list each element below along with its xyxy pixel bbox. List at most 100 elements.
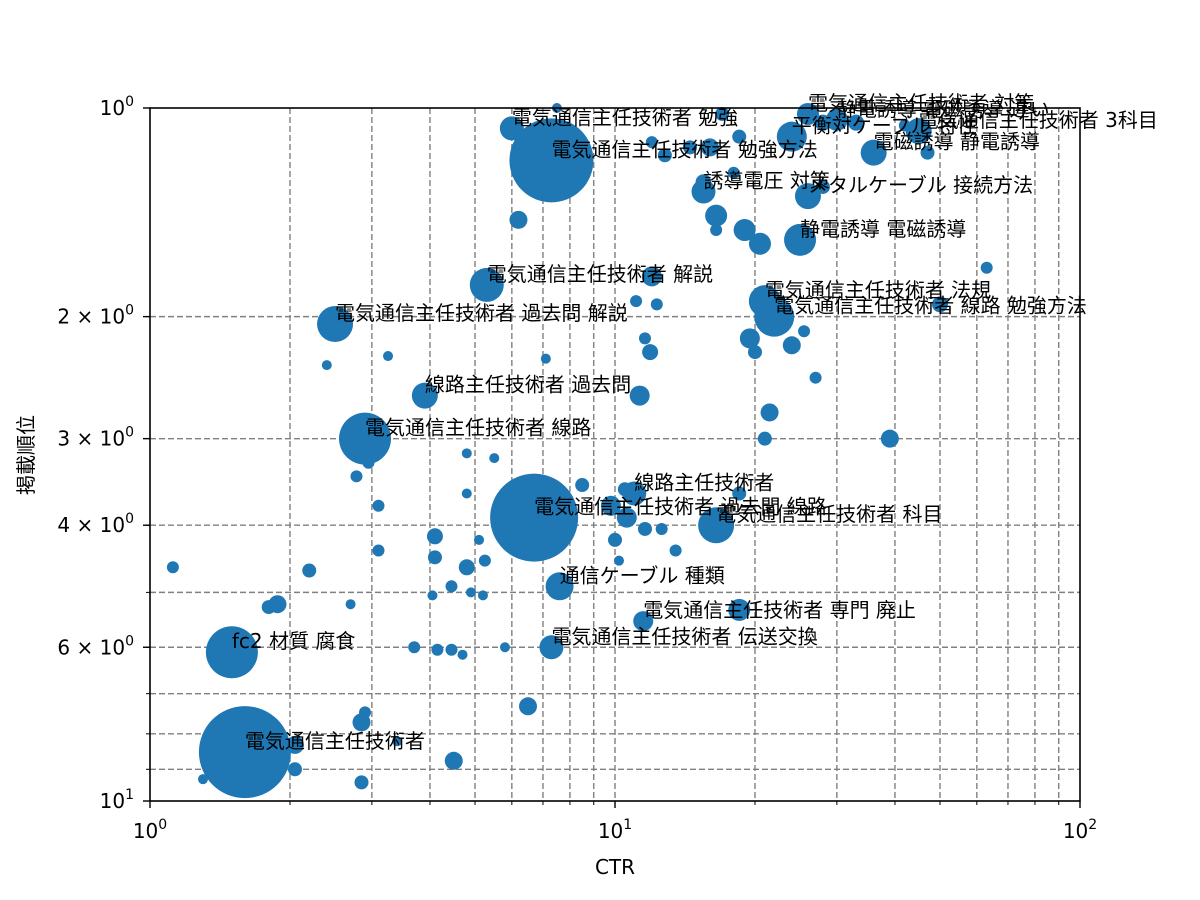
labeled-data-point [205, 626, 258, 679]
point-label: 電気通信主任技術者 線路 [365, 416, 591, 440]
point-label: 線路主任技術者 過去問 [425, 373, 631, 397]
data-point [287, 762, 302, 777]
data-point [772, 295, 785, 308]
data-point [359, 706, 372, 719]
y-tick-label: 101 [100, 787, 134, 813]
data-point [814, 114, 831, 131]
data-point [166, 561, 179, 574]
data-point [445, 643, 458, 656]
data-point [600, 495, 621, 516]
data-point [747, 345, 762, 360]
labeled-data-point [633, 611, 654, 632]
data-point [431, 643, 444, 656]
point-label: 電気通信主任技術者 伝送交換 [551, 624, 817, 648]
axis-ticks: 100 101 102 100 2 × 100 3 × 100 4 × 100 6 × 100… [57, 94, 1097, 843]
y-tick-label: 4 × 100 [57, 511, 134, 537]
data-point [700, 138, 719, 157]
labeled-data-point [509, 118, 594, 203]
point-label: 電気通信主任技術者 専門 廃止 [643, 598, 916, 622]
labeled-data-point [794, 183, 821, 210]
data-point [383, 351, 394, 362]
point-label: 電気通信主任技術者 法規 [765, 278, 991, 302]
data-point [920, 145, 935, 160]
labeled-data-point [539, 635, 564, 660]
data-points [166, 102, 993, 799]
data-point [732, 486, 747, 501]
data-point [474, 534, 485, 545]
data-point [426, 528, 443, 545]
data-point [461, 448, 472, 459]
point-label: 通信ケーブル 種類 [560, 563, 725, 587]
data-point [760, 403, 779, 422]
data-point [705, 204, 728, 227]
labeled-data-point [198, 706, 291, 799]
data-point [427, 590, 438, 601]
point-label: 電気通信主任技術者 科目 [716, 502, 942, 526]
data-point [728, 598, 751, 621]
labeled-data-point [545, 572, 574, 601]
data-point [354, 775, 369, 790]
data-point [616, 507, 637, 528]
data-point [637, 521, 652, 536]
data-point [980, 261, 993, 274]
point-label: 線路主任技術者 [634, 471, 774, 495]
data-point [575, 478, 590, 493]
data-point [608, 532, 622, 547]
y-tick-label: 6 × 100 [57, 633, 134, 659]
point-label: 平衡対ケーブル 特性 [792, 114, 977, 138]
labeled-data-point [339, 412, 392, 465]
data-point [392, 736, 403, 747]
labeled-data-point [411, 382, 438, 409]
data-point [350, 470, 363, 483]
point-label: メタルケーブル 接続方法 [808, 173, 1033, 197]
data-point [733, 219, 756, 242]
data-point [372, 544, 385, 557]
data-point [285, 735, 304, 754]
data-point [815, 179, 830, 194]
labeled-data-point [784, 223, 817, 256]
labeled-data-point [776, 121, 807, 152]
point-label: 電気通信主任技術者 対策 [808, 91, 1034, 115]
y-tick-label: 2 × 100 [57, 303, 134, 329]
data-point [362, 456, 375, 469]
x-tick-label: 100 [133, 817, 167, 843]
point-label: 電気通信主任技術者 [245, 729, 425, 753]
data-point [509, 210, 528, 229]
point-label: 電気通信主任技術者 3科目 [919, 108, 1158, 132]
data-point [444, 751, 463, 770]
labeled-data-point [825, 108, 848, 131]
data-point [630, 295, 643, 308]
data-point [669, 544, 682, 557]
data-point [197, 774, 208, 785]
point-label: 電気通信主任技術者 過去問 解説 [335, 301, 628, 325]
data-point [657, 148, 672, 163]
data-point [650, 298, 663, 311]
data-point [932, 296, 949, 313]
data-point [683, 140, 698, 155]
data-point [461, 488, 472, 499]
data-point [427, 550, 442, 565]
data-point [642, 344, 659, 361]
y-tick-label: 100 [100, 94, 134, 120]
labeled-data-point [905, 118, 932, 145]
data-point [638, 332, 651, 345]
point-label: 電気通信主任技術者 過去問 線路 [534, 495, 827, 519]
x-tick-label: 102 [1063, 817, 1097, 843]
x-tick-label: 101 [598, 817, 632, 843]
data-point [782, 336, 801, 355]
data-point [848, 114, 865, 131]
data-point [710, 224, 723, 237]
labeled-data-point [499, 116, 524, 141]
labeled-data-point [748, 285, 781, 318]
labeled-data-point [698, 507, 735, 544]
data-point [540, 353, 551, 364]
labeled-data-point [860, 139, 887, 166]
data-point [798, 325, 811, 338]
data-point [629, 385, 650, 406]
data-point [458, 559, 475, 576]
grid-lines [150, 108, 1080, 801]
y-axis-label: 掲載順位 [14, 415, 38, 495]
data-point [457, 649, 468, 660]
data-point [757, 431, 772, 446]
data-point [478, 554, 491, 567]
